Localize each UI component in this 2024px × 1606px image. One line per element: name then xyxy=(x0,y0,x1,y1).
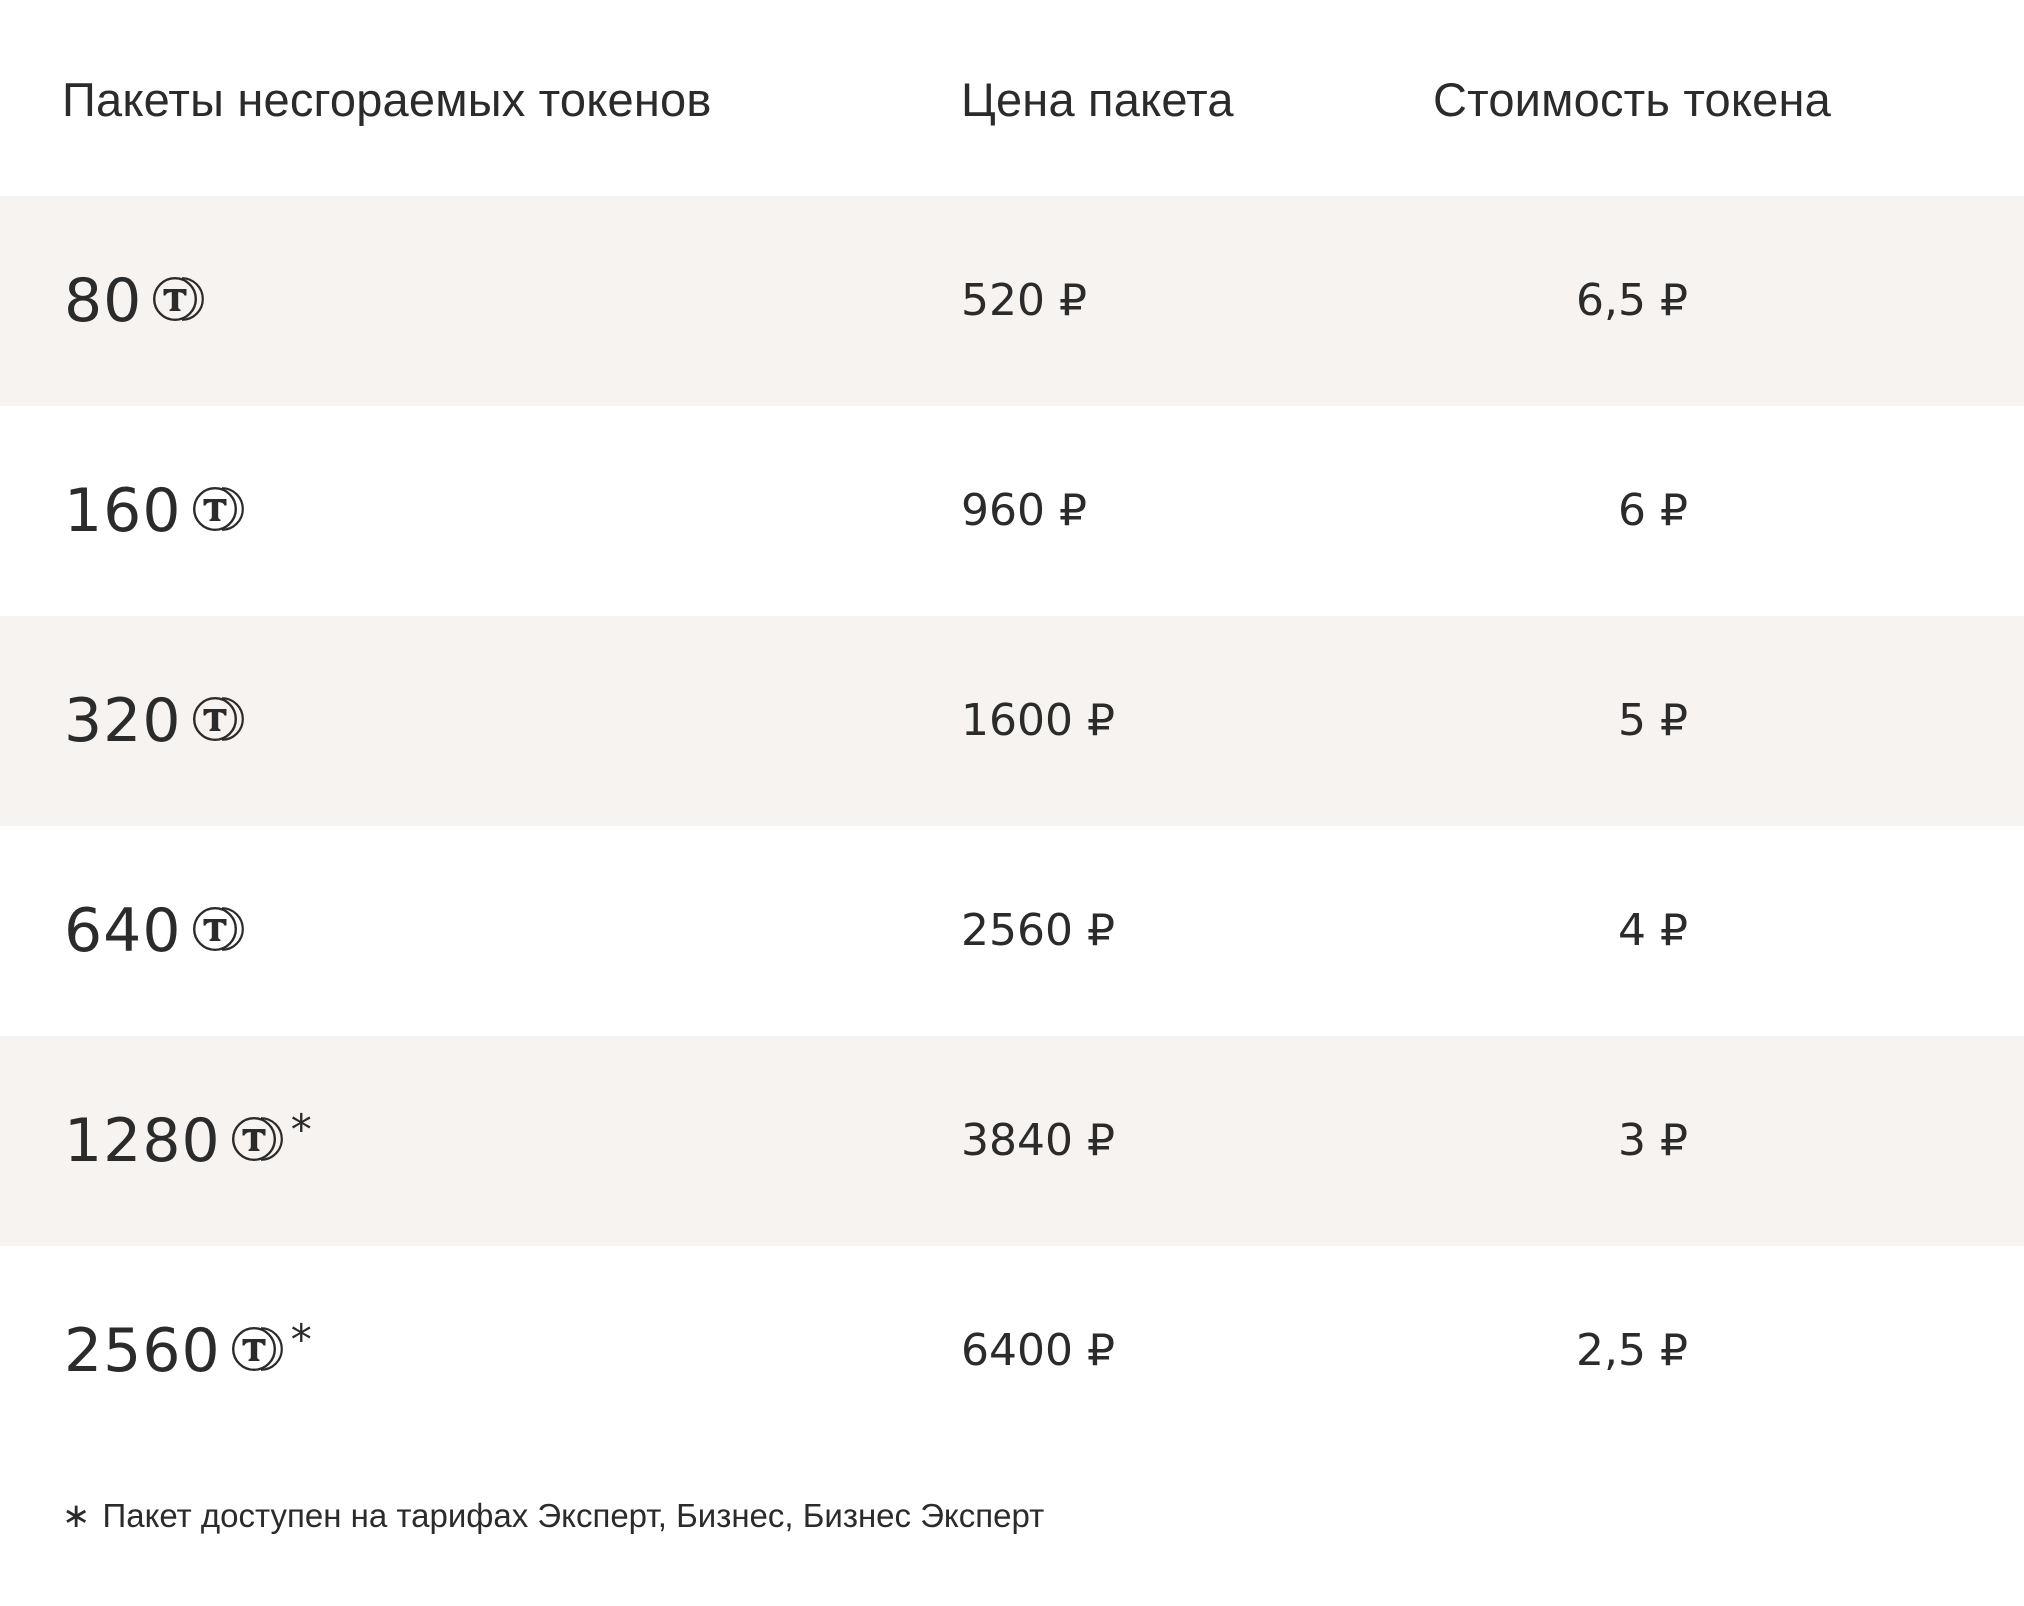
package-amount: 160 xyxy=(64,476,182,546)
token-packages-table: 80 520 ₽ 6,5 ₽ 160 960 ₽ 6 ₽ 320 1600 ₽ … xyxy=(0,196,2024,1456)
package-cell: 320 xyxy=(64,616,252,826)
token-cost: 5 ₽ xyxy=(1618,695,1688,746)
token-cost: 3 ₽ xyxy=(1618,1115,1688,1166)
package-price: 520 ₽ xyxy=(961,275,1087,326)
table-row: 320 1600 ₽ 5 ₽ xyxy=(0,616,2024,826)
table-row: 2560 * 6400 ₽ 2,5 ₽ xyxy=(0,1246,2024,1456)
package-amount: 640 xyxy=(64,896,182,966)
coin-t-icon xyxy=(231,1116,283,1162)
header-price: Цена пакета xyxy=(961,73,1234,126)
asterisk-mark: * xyxy=(290,1315,312,1364)
table-row: 640 2560 ₽ 4 ₽ xyxy=(0,826,2024,1036)
package-cell: 2560 * xyxy=(64,1246,312,1456)
coin-t-icon xyxy=(192,486,244,532)
package-cell: 80 xyxy=(64,196,212,406)
footnote-asterisk: ∗ xyxy=(62,1496,91,1536)
coin-t-icon xyxy=(231,1326,283,1372)
table-row: 1280 * 3840 ₽ 3 ₽ xyxy=(0,1036,2024,1246)
coin-t-icon xyxy=(192,696,244,742)
coin-t-icon xyxy=(152,276,205,322)
asterisk-mark: * xyxy=(290,1105,312,1154)
footnote-text: Пакет доступен на тарифах Эксперт, Бизне… xyxy=(102,1497,1045,1534)
package-price: 2560 ₽ xyxy=(961,905,1115,956)
table-header: Пакеты несгораемых токенов Цена пакета С… xyxy=(0,0,2024,196)
package-price: 960 ₽ xyxy=(961,485,1087,536)
package-cell: 640 xyxy=(64,826,252,1036)
package-cell: 160 xyxy=(64,406,252,616)
token-cost: 4 ₽ xyxy=(1618,905,1688,956)
package-amount: 80 xyxy=(64,266,143,336)
coin-t-icon xyxy=(192,906,244,952)
table-row: 80 520 ₽ 6,5 ₽ xyxy=(0,196,2024,406)
header-token-cost: Стоимость токена xyxy=(1433,73,1832,126)
package-price: 3840 ₽ xyxy=(961,1115,1115,1166)
token-cost: 6 ₽ xyxy=(1618,485,1688,536)
package-price: 6400 ₽ xyxy=(961,1325,1115,1376)
token-cost: 2,5 ₽ xyxy=(1576,1325,1688,1376)
package-amount: 320 xyxy=(64,686,182,756)
package-amount: 2560 xyxy=(64,1316,221,1386)
token-cost: 6,5 ₽ xyxy=(1576,275,1688,326)
footnote: ∗ Пакет доступен на тарифах Эксперт, Биз… xyxy=(62,1496,1044,1536)
package-amount: 1280 xyxy=(64,1106,221,1176)
package-cell: 1280 * xyxy=(64,1036,312,1246)
header-packages: Пакеты несгораемых токенов xyxy=(62,73,712,126)
table-row: 160 960 ₽ 6 ₽ xyxy=(0,406,2024,616)
package-price: 1600 ₽ xyxy=(961,695,1115,746)
